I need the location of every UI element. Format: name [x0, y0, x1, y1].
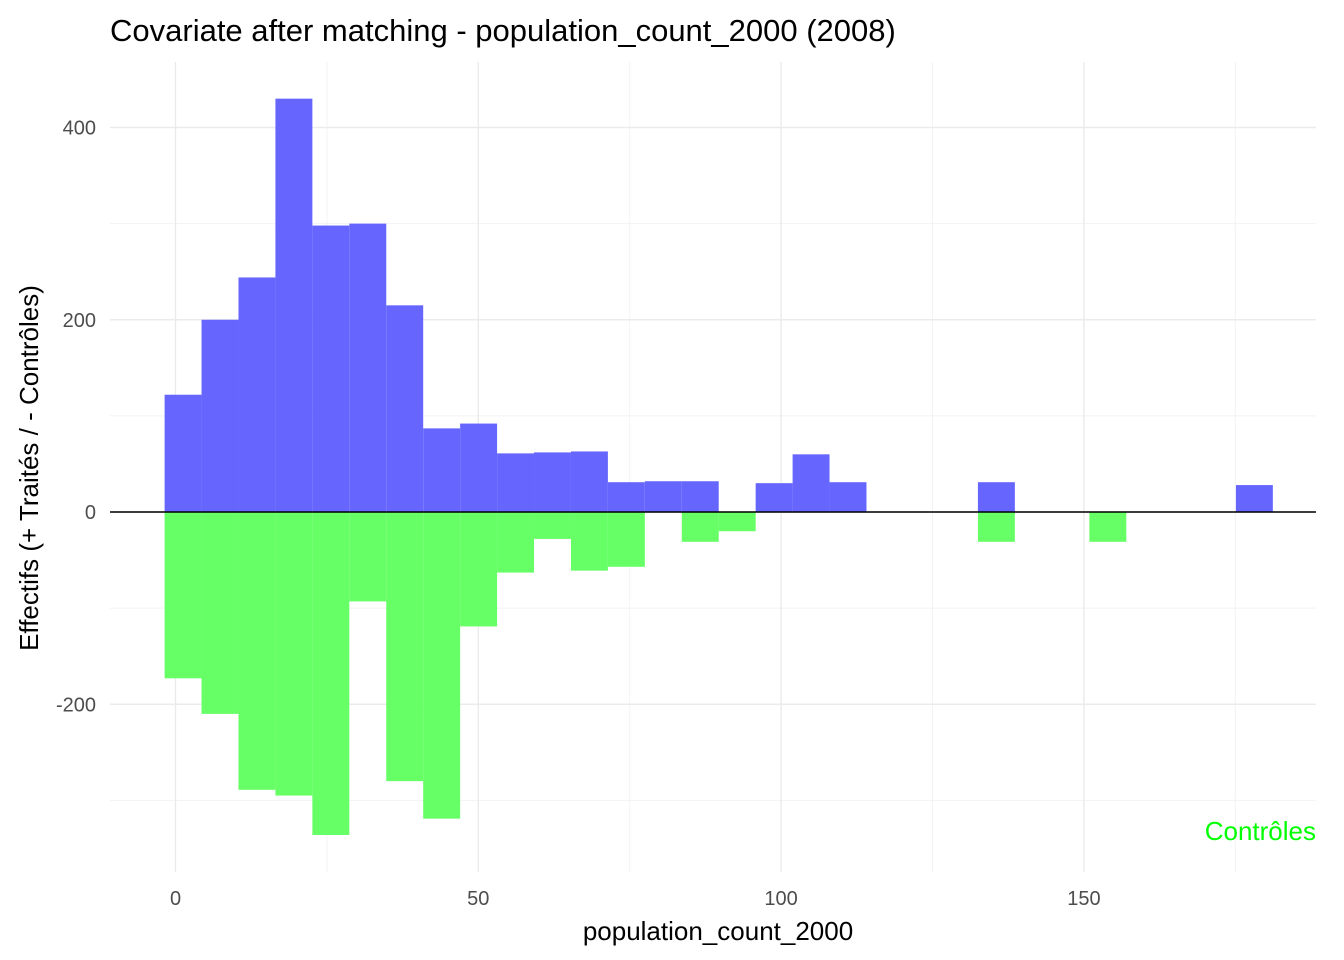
treated-bar — [644, 481, 682, 512]
bars — [164, 98, 1273, 835]
x-tick-labels: 0 50 100 150 — [170, 888, 1101, 910]
x-axis-title: population_count_2000 — [583, 916, 853, 946]
treated-bar — [755, 483, 793, 512]
controls-annotation: Contrôles — [1205, 816, 1316, 846]
controls-bar — [570, 512, 608, 571]
controls-bar — [1089, 512, 1127, 542]
y-axis-title: Effectifs (+ Traités / - Contrôles) — [14, 285, 44, 651]
controls-bar — [164, 512, 202, 679]
controls-bar — [386, 512, 424, 782]
x-tick-label: 50 — [467, 888, 489, 910]
treated-bar — [386, 305, 424, 512]
chart-title: Covariate after matching - population_co… — [110, 13, 896, 48]
treated-bar — [164, 394, 202, 512]
controls-bar — [977, 512, 1015, 542]
treated-bar — [497, 453, 535, 512]
controls-bar — [497, 512, 535, 573]
controls-bar — [349, 512, 387, 602]
x-tick-label: 0 — [170, 888, 181, 910]
controls-bar — [423, 512, 461, 819]
y-tick-label: 200 — [63, 310, 96, 332]
treated-bar — [349, 223, 387, 512]
treated-bar — [1235, 485, 1273, 512]
controls-bar — [681, 512, 719, 542]
treated-bar — [460, 423, 498, 512]
controls-bar — [201, 512, 239, 714]
controls-bar — [534, 512, 571, 539]
treated-bar — [829, 482, 867, 512]
treated-bar — [977, 482, 1015, 512]
treated-bar — [312, 225, 350, 513]
x-tick-label: 150 — [1067, 888, 1100, 910]
treated-bar — [792, 454, 830, 512]
controls-bar — [275, 512, 313, 796]
controls-bar — [238, 512, 276, 790]
treated-bar — [275, 98, 313, 512]
treated-bar — [201, 319, 239, 512]
controls-bar — [312, 512, 350, 835]
treated-bar — [238, 277, 276, 512]
y-tick-label: -200 — [56, 694, 96, 716]
treated-bar — [570, 451, 608, 512]
treated-bar — [607, 482, 645, 512]
controls-bar — [718, 512, 756, 532]
treated-bar — [681, 481, 719, 512]
controls-bar — [607, 512, 645, 567]
y-tick-label: 400 — [63, 118, 96, 140]
y-tick-labels: -200 0 200 400 — [56, 118, 96, 717]
y-tick-label: 0 — [85, 502, 96, 524]
treated-bar — [534, 452, 571, 512]
controls-bar — [460, 512, 498, 627]
x-tick-label: 100 — [764, 888, 797, 910]
treated-bar — [423, 428, 461, 512]
